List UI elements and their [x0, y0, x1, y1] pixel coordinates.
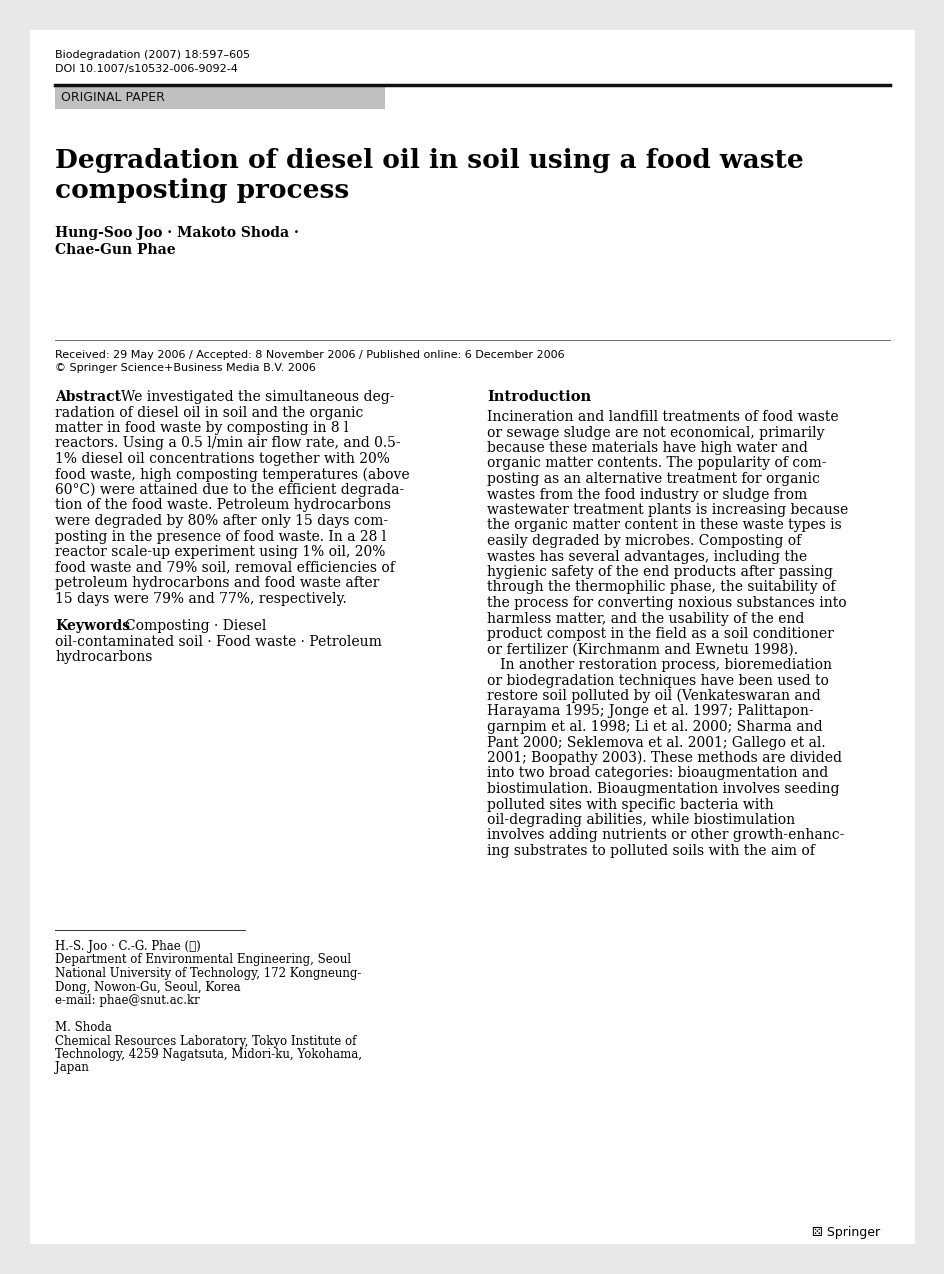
Text: or fertilizer (Kirchmanm and Ewnetu 1998).: or fertilizer (Kirchmanm and Ewnetu 1998…: [486, 642, 797, 656]
Text: radation of diesel oil in soil and the organic: radation of diesel oil in soil and the o…: [55, 405, 363, 419]
Text: Keywords: Keywords: [55, 619, 130, 633]
Text: Chae-Gun Phae: Chae-Gun Phae: [55, 243, 176, 257]
Text: involves adding nutrients or other growth-enhanc-: involves adding nutrients or other growt…: [486, 828, 844, 842]
Text: Received: 29 May 2006 / Accepted: 8 November 2006 / Published online: 6 December: Received: 29 May 2006 / Accepted: 8 Nove…: [55, 350, 564, 361]
Text: into two broad categories: bioaugmentation and: into two broad categories: bioaugmentati…: [486, 767, 827, 781]
Text: the process for converting noxious substances into: the process for converting noxious subst…: [486, 596, 846, 610]
Text: In another restoration process, bioremediation: In another restoration process, bioremed…: [486, 657, 831, 671]
Text: restore soil polluted by oil (Venkateswaran and: restore soil polluted by oil (Venkateswa…: [486, 689, 820, 703]
Text: tion of the food waste. Petroleum hydrocarbons: tion of the food waste. Petroleum hydroc…: [55, 498, 391, 512]
Text: through the thermophilic phase, the suitability of: through the thermophilic phase, the suit…: [486, 581, 834, 595]
Text: posting as an alternative treatment for organic: posting as an alternative treatment for …: [486, 471, 819, 485]
Text: product compost in the field as a soil conditioner: product compost in the field as a soil c…: [486, 627, 833, 641]
Text: Technology, 4259 Nagatsuta, Midori-ku, Yokohama,: Technology, 4259 Nagatsuta, Midori-ku, Y…: [55, 1049, 362, 1061]
Text: composting process: composting process: [55, 178, 349, 203]
Text: 60°C) were attained due to the efficient degrada-: 60°C) were attained due to the efficient…: [55, 483, 404, 497]
Text: 1% diesel oil concentrations together with 20%: 1% diesel oil concentrations together wi…: [55, 452, 390, 466]
Text: wastewater treatment plants is increasing because: wastewater treatment plants is increasin…: [486, 503, 848, 517]
Text: oil-contaminated soil · Food waste · Petroleum: oil-contaminated soil · Food waste · Pet…: [55, 634, 381, 648]
Text: We investigated the simultaneous deg-: We investigated the simultaneous deg-: [121, 390, 394, 404]
Text: Japan: Japan: [55, 1061, 89, 1074]
Text: Hung-Soo Joo · Makoto Shoda ·: Hung-Soo Joo · Makoto Shoda ·: [55, 225, 298, 240]
Text: Chemical Resources Laboratory, Tokyo Institute of: Chemical Resources Laboratory, Tokyo Ins…: [55, 1034, 356, 1047]
Text: food waste and 79% soil, removal efficiencies of: food waste and 79% soil, removal efficie…: [55, 561, 395, 575]
Text: Harayama 1995; Jonge et al. 1997; Palittapon-: Harayama 1995; Jonge et al. 1997; Palitt…: [486, 705, 813, 719]
Text: petroleum hydrocarbons and food waste after: petroleum hydrocarbons and food waste af…: [55, 576, 379, 590]
Text: National University of Technology, 172 Kongneung-: National University of Technology, 172 K…: [55, 967, 361, 980]
Text: © Springer Science+Business Media B.V. 2006: © Springer Science+Business Media B.V. 2…: [55, 363, 315, 373]
Text: garnpim et al. 1998; Li et al. 2000; Sharma and: garnpim et al. 1998; Li et al. 2000; Sha…: [486, 720, 822, 734]
Text: the organic matter content in these waste types is: the organic matter content in these wast…: [486, 519, 841, 533]
Text: hygienic safety of the end products after passing: hygienic safety of the end products afte…: [486, 564, 832, 578]
Text: polluted sites with specific bacteria with: polluted sites with specific bacteria wi…: [486, 798, 773, 812]
Text: Department of Environmental Engineering, Seoul: Department of Environmental Engineering,…: [55, 953, 351, 967]
Text: wastes has several advantages, including the: wastes has several advantages, including…: [486, 549, 806, 563]
Bar: [55, 87, 384, 110]
Text: oil-degrading abilities, while biostimulation: oil-degrading abilities, while biostimul…: [486, 813, 794, 827]
Text: Biodegradation (2007) 18:597–605: Biodegradation (2007) 18:597–605: [55, 50, 250, 60]
Text: food waste, high composting temperatures (above: food waste, high composting temperatures…: [55, 468, 409, 482]
Text: because these materials have high water and: because these materials have high water …: [486, 441, 807, 455]
Text: M. Shoda: M. Shoda: [55, 1020, 111, 1034]
Text: Pant 2000; Seklemova et al. 2001; Gallego et al.: Pant 2000; Seklemova et al. 2001; Galleg…: [486, 735, 825, 749]
Text: Dong, Nowon-Gu, Seoul, Korea: Dong, Nowon-Gu, Seoul, Korea: [55, 981, 241, 994]
Text: 2001; Boopathy 2003). These methods are divided: 2001; Boopathy 2003). These methods are …: [486, 750, 841, 766]
Text: hydrocarbons: hydrocarbons: [55, 650, 152, 664]
Text: ⚄ Springer: ⚄ Springer: [811, 1226, 879, 1240]
Text: biostimulation. Bioaugmentation involves seeding: biostimulation. Bioaugmentation involves…: [486, 782, 838, 796]
Text: ing substrates to polluted soils with the aim of: ing substrates to polluted soils with th…: [486, 843, 814, 857]
Text: 15 days were 79% and 77%, respectively.: 15 days were 79% and 77%, respectively.: [55, 591, 346, 605]
Text: were degraded by 80% after only 15 days com-: were degraded by 80% after only 15 days …: [55, 513, 388, 527]
Text: ORIGINAL PAPER: ORIGINAL PAPER: [61, 90, 164, 104]
Text: Incineration and landfill treatments of food waste: Incineration and landfill treatments of …: [486, 410, 837, 424]
Text: reactors. Using a 0.5 l/min air flow rate, and 0.5-: reactors. Using a 0.5 l/min air flow rat…: [55, 437, 400, 451]
Text: or sewage sludge are not economical, primarily: or sewage sludge are not economical, pri…: [486, 426, 823, 440]
Text: DOI 10.1007/s10532-006-9092-4: DOI 10.1007/s10532-006-9092-4: [55, 64, 238, 74]
Text: organic matter contents. The popularity of com-: organic matter contents. The popularity …: [486, 456, 826, 470]
Text: posting in the presence of food waste. In a 28 l: posting in the presence of food waste. I…: [55, 530, 386, 544]
Text: e-mail: phae@snut.ac.kr: e-mail: phae@snut.ac.kr: [55, 994, 199, 1006]
Text: harmless matter, and the usability of the end: harmless matter, and the usability of th…: [486, 612, 803, 626]
Text: wastes from the food industry or sludge from: wastes from the food industry or sludge …: [486, 488, 806, 502]
Text: Abstract: Abstract: [55, 390, 121, 404]
Text: reactor scale-up experiment using 1% oil, 20%: reactor scale-up experiment using 1% oil…: [55, 545, 385, 559]
Text: Introduction: Introduction: [486, 390, 591, 404]
Text: easily degraded by microbes. Composting of: easily degraded by microbes. Composting …: [486, 534, 801, 548]
Text: or biodegradation techniques have been used to: or biodegradation techniques have been u…: [486, 674, 828, 688]
Text: Degradation of diesel oil in soil using a food waste: Degradation of diesel oil in soil using …: [55, 148, 803, 173]
Text: Composting · Diesel: Composting · Diesel: [125, 619, 266, 633]
Text: H.-S. Joo · C.-G. Phae (✉): H.-S. Joo · C.-G. Phae (✉): [55, 940, 200, 953]
Text: matter in food waste by composting in 8 l: matter in food waste by composting in 8 …: [55, 420, 348, 434]
